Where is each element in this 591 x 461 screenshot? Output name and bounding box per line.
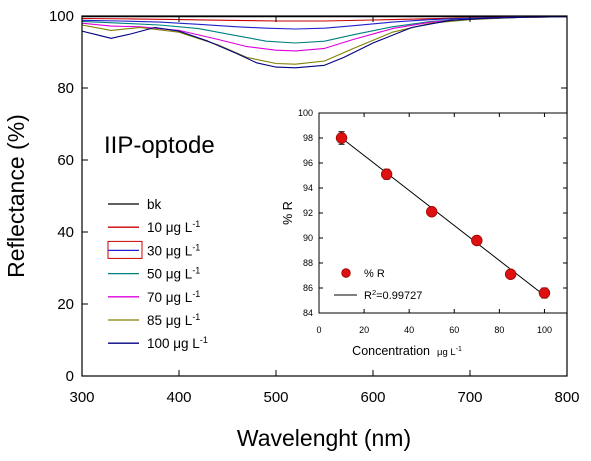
inset-plot: 0 20 40 60 80 100 84 86 88 90 92 94 96 98 100 Concentr… xyxy=(281,108,568,358)
inset-y-axis-label: % R xyxy=(281,201,295,225)
inset-y-tick-label-84: 84 xyxy=(303,308,313,318)
iip-optode-annotation: IIP-optode xyxy=(104,132,215,159)
y-tick-label-40: 40 xyxy=(57,224,74,241)
y-tick-label-100: 100 xyxy=(49,8,74,25)
data-point-10 xyxy=(335,132,348,144)
inset-y-tick-label-100: 100 xyxy=(298,108,313,118)
inset-y-tick-label-96: 96 xyxy=(303,158,313,168)
inset-x-tick-label-80: 80 xyxy=(494,325,504,335)
inset-legend-series-label: % R xyxy=(364,268,385,280)
data-point-85 xyxy=(504,268,517,280)
legend-label-70-g-l: 70 μg L-1 xyxy=(147,289,200,305)
inset-y-tick-label-86: 86 xyxy=(303,283,313,293)
inset-x-tick-label-0: 0 xyxy=(316,325,321,335)
x-tick-label-300: 300 xyxy=(69,389,94,406)
inset-y-tick-label-94: 94 xyxy=(303,183,313,193)
data-point-50 xyxy=(426,206,438,218)
y-tick-label-80: 80 xyxy=(57,80,74,97)
series-line-100-g-l xyxy=(81,16,568,69)
legend-label-85-g-l: 85 μg L-1 xyxy=(147,312,200,328)
data-point-30 xyxy=(380,168,393,180)
data-point-70 xyxy=(471,234,483,247)
inset-x-axis-label: Concentration xyxy=(352,344,430,358)
inset-legend: % R R2=0.99727 xyxy=(334,268,422,302)
inset-x-tick-label-100: 100 xyxy=(537,325,552,335)
x-tick-label-500: 500 xyxy=(263,389,288,406)
inset-legend-marker xyxy=(341,268,351,278)
x-tick-label-600: 600 xyxy=(360,389,385,406)
data-point-100 xyxy=(538,287,551,299)
main-series-lines xyxy=(81,16,568,69)
legend-label-10-g-l: 10 μg L-1 xyxy=(147,219,200,235)
inset-background xyxy=(319,113,567,313)
inset-x-tick-label-60: 60 xyxy=(449,325,459,335)
inset-y-tick-label-88: 88 xyxy=(303,258,313,268)
series-line-85-g-l xyxy=(81,16,568,65)
inset-axis-ticks: 0 20 40 60 80 100 84 86 88 90 92 94 96 98 100 xyxy=(298,108,567,335)
inset-data-points xyxy=(335,131,551,299)
legend-label-30-g-l: 30 μg L-1 xyxy=(147,242,200,258)
inset-x-axis-unit: μg L-1 xyxy=(437,346,462,358)
main-x-axis-label: Wavelenght (nm) xyxy=(237,425,411,451)
inset-y-tick-label-98: 98 xyxy=(303,133,313,143)
x-tick-label-700: 700 xyxy=(457,389,482,406)
series-line-30-g-l xyxy=(81,16,568,30)
legend-label-bk: bk xyxy=(147,197,162,212)
legend-label-50-g-l: 50 μg L-1 xyxy=(147,266,200,282)
main-y-axis-label: Reflectance (%) xyxy=(3,114,29,278)
y-tick-label-0: 0 xyxy=(66,368,74,385)
main-legend: bk 10 μg L-1 30 μg L-1 50 μg L-1 70 μg L-1 85… xyxy=(107,197,208,351)
y-tick-label-60: 60 xyxy=(57,152,74,169)
legend-label-100-g-l: 100 μg L-1 xyxy=(147,335,208,351)
inset-y-tick-label-90: 90 xyxy=(303,233,313,243)
y-tick-label-20: 20 xyxy=(57,296,74,313)
inset-legend-fit-label: R2=0.99727 xyxy=(364,288,422,302)
inset-x-tick-label-40: 40 xyxy=(404,325,414,335)
inset-y-tick-label-92: 92 xyxy=(303,208,313,218)
x-tick-label-400: 400 xyxy=(166,389,191,406)
inset-x-tick-label-20: 20 xyxy=(359,325,369,335)
x-tick-label-800: 800 xyxy=(554,389,579,406)
